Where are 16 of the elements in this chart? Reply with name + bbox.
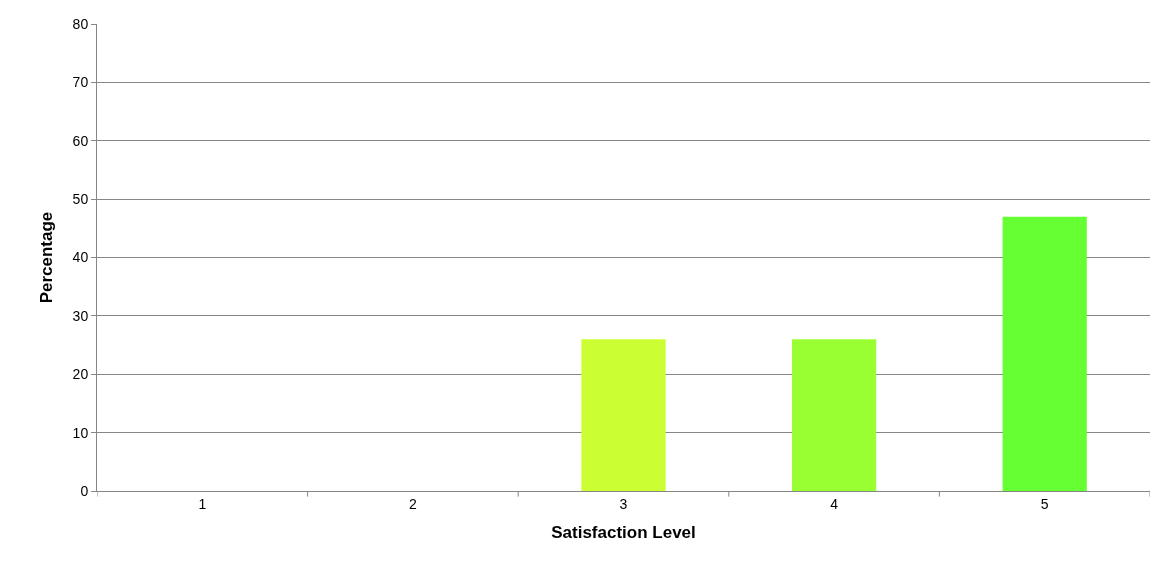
y-tick-label: 30 xyxy=(72,307,89,324)
y-tick-label: 20 xyxy=(72,366,89,383)
y-tick-label: 60 xyxy=(72,132,89,149)
y-tick-label: 10 xyxy=(72,424,89,441)
y-tick-label: 80 xyxy=(72,15,89,32)
x-tick-label: 3 xyxy=(619,495,628,512)
y-tick-label: 50 xyxy=(72,191,89,208)
x-tick-label: 4 xyxy=(830,495,839,512)
y-tick-label: 70 xyxy=(72,74,89,91)
x-tick-label: 2 xyxy=(409,495,417,512)
y-tick-label: 0 xyxy=(80,482,89,499)
y-axis-title: Percentage xyxy=(37,211,57,304)
x-tick-label: 5 xyxy=(1040,495,1049,512)
x-axis-title: Satisfaction Level xyxy=(551,523,696,543)
x-tick-label: 1 xyxy=(198,495,207,512)
y-tick-label: 40 xyxy=(72,249,89,266)
